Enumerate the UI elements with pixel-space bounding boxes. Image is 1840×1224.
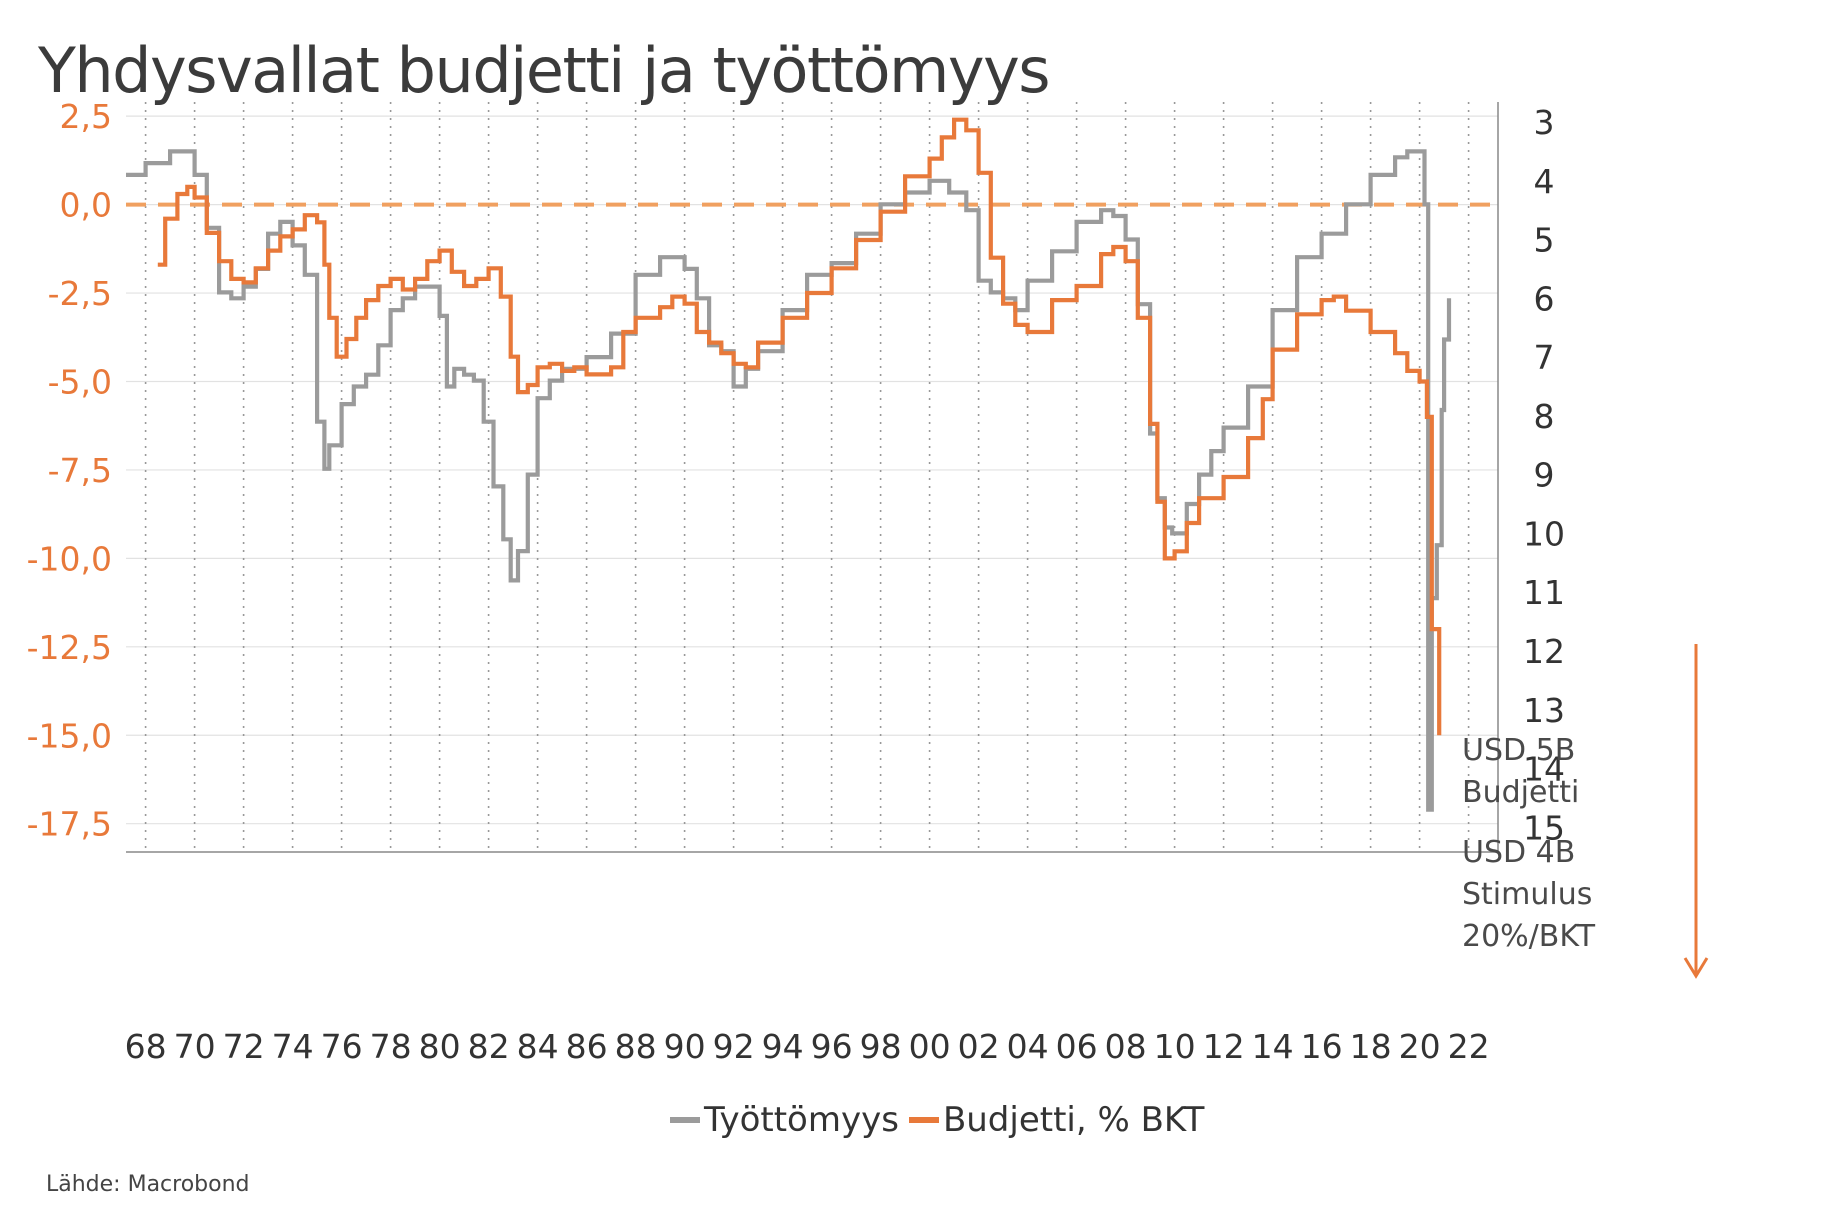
- stimulus-annotation: USD 5B Budjetti USD 4B Stimulus 20%/BKT: [1462, 644, 1709, 979]
- right-tick-label: 3: [1534, 103, 1555, 142]
- legend-swatch-budget: [908, 1117, 939, 1123]
- x-tick-label: 90: [664, 1027, 706, 1066]
- x-tick-label: 14: [1252, 1027, 1294, 1066]
- annotation-line: Stimulus: [1462, 877, 1592, 912]
- x-tick-label: 88: [615, 1027, 657, 1066]
- x-axis: 68 70 72 74 76 78 80 82 84 86 88 90 92 94 96 98 00 02 04 06…: [125, 1027, 1490, 1066]
- left-tick-label: -12,5: [27, 628, 112, 667]
- x-tick-label: 98: [860, 1027, 902, 1066]
- left-tick-label: -10,0: [27, 539, 112, 578]
- left-tick-label: -5,0: [48, 362, 112, 401]
- annotation-line: Budjetti: [1462, 775, 1579, 810]
- x-tick-label: 70: [174, 1027, 216, 1066]
- x-tick-label: 04: [1007, 1027, 1049, 1066]
- annotation-line: 20%/BKT: [1462, 919, 1596, 954]
- right-tick-label: 4: [1534, 162, 1555, 201]
- x-tick-label: 86: [566, 1027, 608, 1066]
- left-tick-label: -17,5: [27, 805, 112, 844]
- chart-title: Yhdysvallat budjetti ja työttömyys: [38, 34, 1051, 107]
- x-tick-label: 00: [909, 1027, 951, 1066]
- x-tick-label: 02: [958, 1027, 1000, 1066]
- legend-item-unemployment: Työttömyys: [670, 1100, 899, 1140]
- right-tick-label: 11: [1523, 573, 1565, 612]
- right-tick-label: 15: [1523, 808, 1565, 847]
- left-tick-label: -15,0: [27, 716, 112, 755]
- right-tick-label: 7: [1534, 338, 1555, 377]
- legend-label-budget: Budjetti, % BKT: [942, 1100, 1205, 1140]
- x-tick-label: 96: [811, 1027, 853, 1066]
- right-tick-label: 10: [1523, 514, 1565, 553]
- x-tick-label: 92: [713, 1027, 755, 1066]
- left-tick-label: 0,0: [60, 186, 112, 225]
- grid-lines: [126, 102, 1498, 852]
- x-tick-label: 10: [1154, 1027, 1196, 1066]
- x-tick-label: 20: [1399, 1027, 1441, 1066]
- legend-label-unemployment: Työttömyys: [704, 1100, 899, 1140]
- legend-swatch-unemployment: [670, 1117, 700, 1123]
- right-tick-label: 5: [1534, 221, 1555, 260]
- x-tick-label: 82: [468, 1027, 510, 1066]
- series-line-budget: [157, 117, 1442, 736]
- x-tick-label: 18: [1350, 1027, 1392, 1066]
- right-tick-label: 6: [1534, 279, 1555, 318]
- x-tick-label: 74: [272, 1027, 314, 1066]
- left-tick-label: -7,5: [48, 451, 112, 490]
- x-tick-label: 06: [1056, 1027, 1098, 1066]
- plot-frame: [126, 102, 1499, 853]
- x-tick-label: 76: [321, 1027, 363, 1066]
- right-axis: 3 4 5 6 7 8 9 10 11 12 13 14 15: [1523, 103, 1565, 847]
- right-tick-label: 13: [1523, 691, 1565, 730]
- right-tick-label: 12: [1523, 632, 1565, 671]
- legend-item-budget: Budjetti, % BKT: [908, 1100, 1205, 1140]
- x-tick-label: 68: [125, 1027, 167, 1066]
- x-tick-label: 80: [419, 1027, 461, 1066]
- series-group: [126, 117, 1452, 812]
- x-tick-label: 78: [370, 1027, 412, 1066]
- x-tick-label: 84: [517, 1027, 559, 1066]
- x-tick-label: 08: [1105, 1027, 1147, 1066]
- x-tick-label: 94: [762, 1027, 804, 1066]
- x-tick-label: 22: [1448, 1027, 1490, 1066]
- down-arrow-head-icon: [1683, 957, 1709, 979]
- right-tick-label: 14: [1523, 750, 1565, 789]
- source-note: Lähde: Macrobond: [46, 1172, 250, 1197]
- left-axis: 2,5 0,0 -2,5 -5,0 -7,5 -10,0 -12,5 -15,0 -17,5: [27, 97, 112, 844]
- x-tick-label: 12: [1203, 1027, 1245, 1066]
- right-tick-label: 9: [1534, 456, 1555, 495]
- x-tick-label: 16: [1301, 1027, 1343, 1066]
- annotation-line: USD 4B: [1462, 835, 1575, 870]
- left-tick-label: 2,5: [60, 97, 112, 136]
- left-tick-label: -2,5: [48, 274, 112, 313]
- x-tick-label: 72: [223, 1027, 265, 1066]
- legend: Työttömyys Budjetti, % BKT: [670, 1098, 1214, 1142]
- right-tick-label: 8: [1534, 397, 1555, 436]
- annotation-line: USD 5B: [1462, 733, 1575, 768]
